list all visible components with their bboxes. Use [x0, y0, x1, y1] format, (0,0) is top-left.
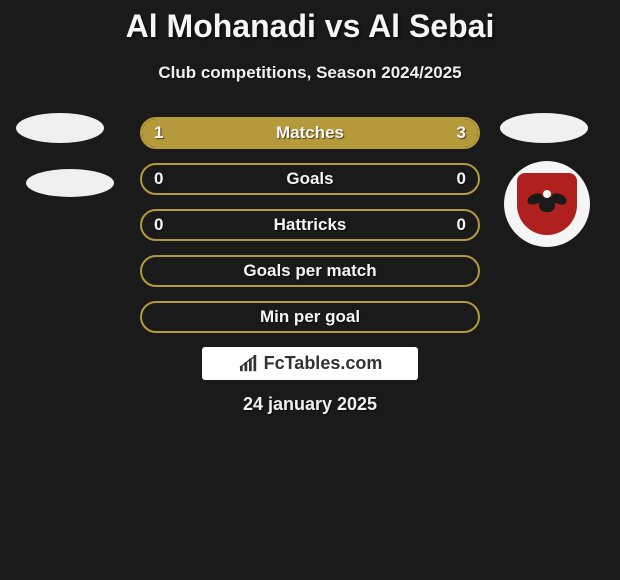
stat-row: 0 0 Hattricks — [140, 209, 480, 241]
stats-section: ★ ★ ★ 1 3 Matches 0 0 Goals 0 0 Hattricks Goals p… — [0, 117, 620, 333]
eagle-icon — [529, 190, 565, 218]
snapshot-date: 24 january 2025 — [0, 394, 620, 415]
comparison-card: Al Mohanadi vs Al Sebai Club competition… — [0, 0, 620, 415]
branding-badge: FcTables.com — [202, 347, 418, 380]
player2-name: Al Sebai — [368, 8, 494, 44]
stat-left-value: 0 — [154, 169, 163, 189]
stat-left-value: 1 — [154, 123, 163, 143]
stat-row: Goals per match — [140, 255, 480, 287]
bar-chart-icon — [238, 355, 260, 373]
stat-label: Goals — [286, 169, 333, 189]
stat-fill-right — [226, 119, 478, 147]
player1-name: Al Mohanadi — [126, 8, 316, 44]
stat-right-value: 3 — [457, 123, 466, 143]
stat-label: Matches — [276, 123, 344, 143]
stat-label: Hattricks — [274, 215, 347, 235]
subtitle: Club competitions, Season 2024/2025 — [0, 63, 620, 83]
stat-label: Min per goal — [260, 307, 360, 327]
player2-club-badge: ★ ★ ★ — [504, 161, 590, 247]
stat-label: Goals per match — [243, 261, 376, 281]
player1-club-placeholder-icon — [26, 169, 114, 197]
shield-icon — [517, 173, 577, 235]
stat-row: Min per goal — [140, 301, 480, 333]
vs-text: vs — [325, 8, 361, 44]
stat-right-value: 0 — [457, 169, 466, 189]
branding-text: FcTables.com — [264, 353, 383, 374]
stat-row: 1 3 Matches — [140, 117, 480, 149]
player1-club-placeholder-icon — [16, 113, 104, 143]
player2-club-placeholder-icon — [500, 113, 588, 143]
page-title: Al Mohanadi vs Al Sebai — [0, 8, 620, 45]
stat-right-value: 0 — [457, 215, 466, 235]
stat-row: 0 0 Goals — [140, 163, 480, 195]
stat-left-value: 0 — [154, 215, 163, 235]
